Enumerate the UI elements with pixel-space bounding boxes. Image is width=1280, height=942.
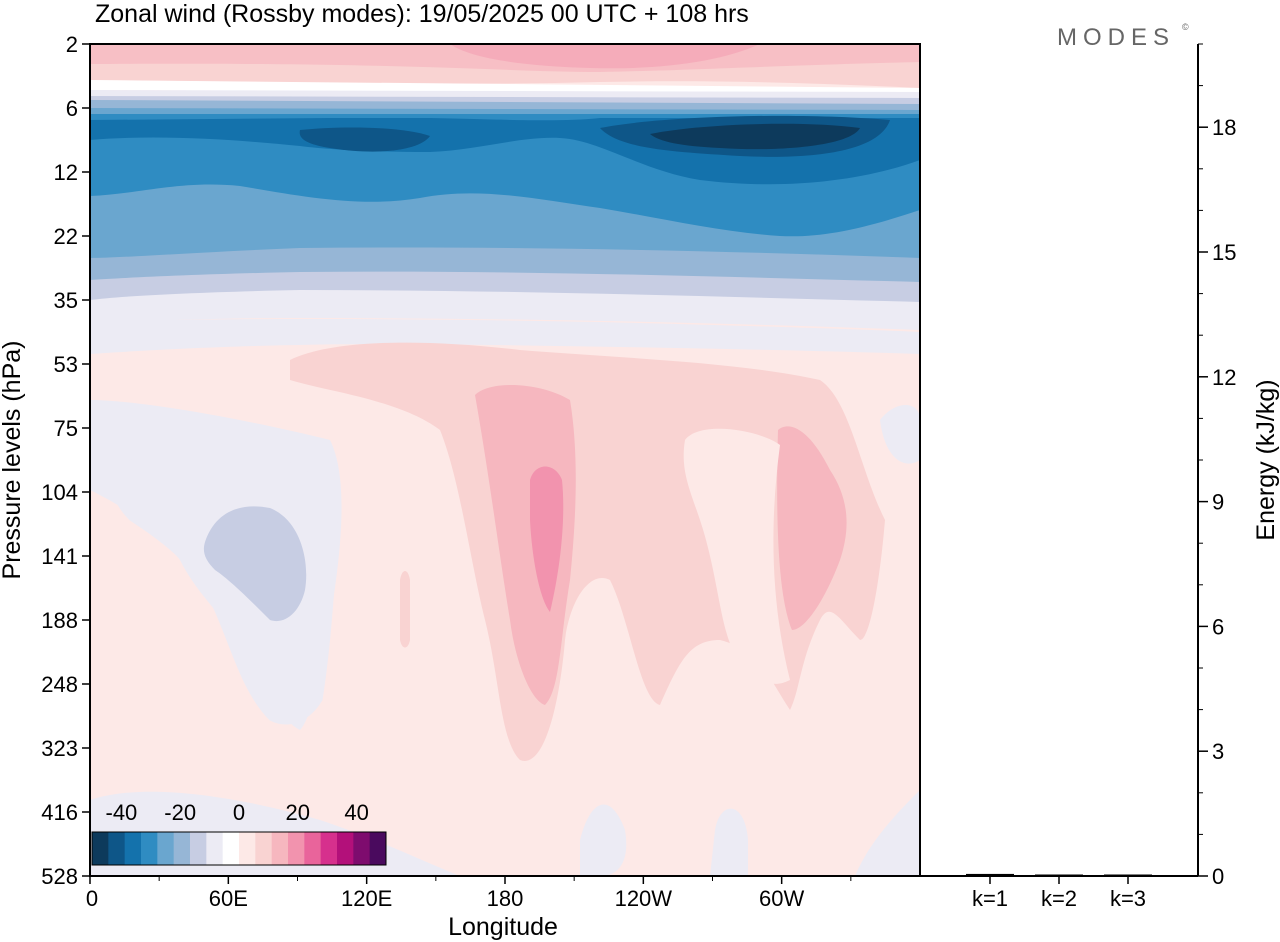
modes-logo-mark: © xyxy=(1182,22,1189,32)
longitude-axis: 0 60E 120E 180 120W 60W xyxy=(86,876,852,911)
y-tick-label: 323 xyxy=(41,736,78,761)
y-tick-label: 22 xyxy=(54,224,78,249)
y-tick-label: 141 xyxy=(41,544,78,569)
y-tick-label: 6 xyxy=(66,96,78,121)
core-blue-east-inner xyxy=(650,123,860,150)
x-tick-label: 60W xyxy=(759,886,804,911)
blue-light-west-core xyxy=(203,506,307,622)
modes-logo: MODES xyxy=(1057,24,1175,51)
colorbar-tick-label: 20 xyxy=(286,800,310,825)
colorbar-swatch xyxy=(369,832,387,865)
colorbar-swatch xyxy=(124,832,142,865)
colorbar-swatch xyxy=(239,832,256,865)
y-tick-label: 416 xyxy=(41,800,78,825)
colorbar-swatch xyxy=(92,832,109,865)
y-tick-label: 35 xyxy=(54,288,78,313)
colorbar-swatch xyxy=(304,832,322,865)
y-tick-label: 248 xyxy=(41,672,78,697)
y-tick-label: 12 xyxy=(54,160,78,185)
energy-category-label: k=2 xyxy=(1041,886,1077,911)
energy-tick-label: 3 xyxy=(1212,739,1224,764)
colorbar-swatches xyxy=(92,832,387,865)
y-tick-label: 104 xyxy=(41,480,78,505)
energy-bar xyxy=(966,873,1014,876)
x-axis-label: Longitude xyxy=(448,913,558,941)
colorbar-swatch xyxy=(190,832,207,865)
energy-panel: 0 3 6 9 12 15 18 k=1 k=2 k=3 xyxy=(920,43,1236,911)
colorbar-frame xyxy=(91,831,387,866)
pink-core-west xyxy=(530,466,564,612)
energy-category-label: k=1 xyxy=(972,886,1008,911)
colorbar-tick-label: -20 xyxy=(164,800,196,825)
colorbar-swatch xyxy=(255,832,273,865)
x-tick-label: 120E xyxy=(341,886,392,911)
energy-tick-label: 6 xyxy=(1212,614,1224,639)
pressure-axis: 2 6 12 22 35 53 75 104 141 188 248 323 416 528 xyxy=(41,32,90,889)
colorbar-swatch xyxy=(157,832,175,865)
lavender-lower-corner xyxy=(855,790,920,876)
pink-stronger-east xyxy=(777,426,847,630)
energy-categories: k=1 k=2 k=3 xyxy=(972,876,1146,911)
y-tick-label: 528 xyxy=(41,864,78,889)
energy-bars xyxy=(966,873,1152,876)
pink-sliver xyxy=(400,571,410,648)
colorbar-tick-label: -40 xyxy=(106,800,138,825)
energy-bar xyxy=(1035,874,1083,876)
energy-tick-label: 0 xyxy=(1212,864,1224,889)
white-gap-region xyxy=(683,428,790,684)
energy-ticks: 0 3 6 9 12 15 18 xyxy=(1198,43,1236,889)
lavender-right-edge xyxy=(880,405,920,464)
colorbar-swatch xyxy=(141,832,158,865)
colorbar-tick-label: 0 xyxy=(233,800,245,825)
core-blue-west xyxy=(299,127,430,152)
band-lavender-strip xyxy=(90,319,920,354)
energy-tick-label: 15 xyxy=(1212,240,1236,265)
colorbar-swatch xyxy=(271,832,289,865)
band-upper-pink-mid xyxy=(90,44,920,72)
energy-tick-label: 9 xyxy=(1212,490,1224,515)
y-axis-label: Pressure levels (hPa) xyxy=(0,341,26,580)
y-tick-label: 188 xyxy=(41,608,78,633)
x-tick-label: 60E xyxy=(209,886,248,911)
chart-title: Zonal wind (Rossby modes): 19/05/2025 00… xyxy=(95,0,749,28)
energy-tick-label: 12 xyxy=(1212,365,1236,390)
energy-tick-label: 18 xyxy=(1212,115,1236,140)
lavender-lower-east xyxy=(580,804,627,876)
x-tick-label: 120W xyxy=(615,886,673,911)
zonal-wind-contour-panel xyxy=(90,44,920,876)
energy-bar xyxy=(1104,874,1152,876)
x-tick-label: 180 xyxy=(487,886,524,911)
lavender-lower-east2 xyxy=(710,808,748,876)
y-tick-label: 2 xyxy=(66,32,78,57)
colorbar-swatch xyxy=(288,832,305,865)
y-tick-label: 53 xyxy=(54,352,78,377)
energy-category-label: k=3 xyxy=(1110,886,1146,911)
colorbar-swatch xyxy=(173,832,191,865)
colorbar-swatch xyxy=(353,832,371,865)
colorbar-labels: -40 -20 0 20 40 xyxy=(106,800,369,825)
pink-stronger-west xyxy=(475,384,576,705)
colorbar: -40 -20 0 20 40 xyxy=(91,800,387,866)
colorbar-swatch xyxy=(206,832,224,865)
colorbar-tick-label: 40 xyxy=(344,800,368,825)
energy-axis-label: Energy (kJ/kg) xyxy=(1252,379,1280,540)
x-tick-label: 0 xyxy=(86,886,98,911)
colorbar-swatch xyxy=(337,832,354,865)
y-tick-label: 75 xyxy=(54,416,78,441)
colorbar-swatch xyxy=(222,832,240,865)
colorbar-swatch xyxy=(108,832,126,865)
colorbar-swatch xyxy=(320,832,338,865)
